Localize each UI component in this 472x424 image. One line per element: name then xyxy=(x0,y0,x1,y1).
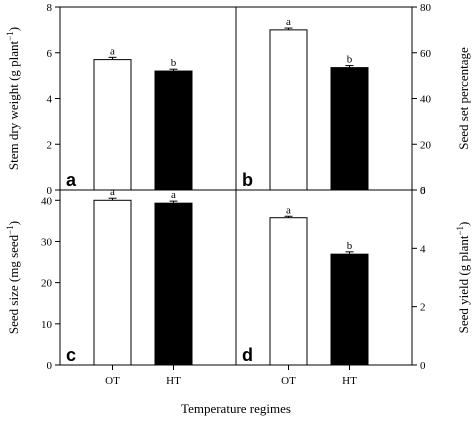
panel-a-ytick-label: 0 xyxy=(47,185,53,197)
panel-c-ytick-label: 20 xyxy=(41,278,53,290)
panel-a: 0 2 4 6 8 Stem dry weight (g plant−1) a b a xyxy=(5,2,237,197)
panel-label: c xyxy=(66,345,76,365)
y-axis-title-main: Seed yield (g plant xyxy=(456,235,471,333)
y-axis-title-tail: ) xyxy=(6,27,21,31)
x-tick-label: OT xyxy=(281,375,296,387)
panel-b-ytick-label: 40 xyxy=(420,94,432,106)
bar-ht xyxy=(330,67,369,191)
panel-b-ytick-label: 20 xyxy=(420,139,432,151)
panel-a-ytick-label: 8 xyxy=(47,2,53,14)
panel-c: 0 10 20 30 40 Seed size (mg seed−1) a a c OT HT xyxy=(5,186,237,387)
panel-c-ytick-label: 30 xyxy=(41,236,53,248)
panel-c-ytick-label: 10 xyxy=(41,319,53,331)
panel-a-ytick-label: 4 xyxy=(47,94,53,106)
significance-letter: a xyxy=(171,189,176,201)
panel-c-y-axis-title: Seed size (mg seed−1) xyxy=(5,221,21,334)
y-axis-title-superscript: −1 xyxy=(5,31,15,41)
panel-c-ytick-label: 0 xyxy=(47,360,53,372)
significance-letter: a xyxy=(110,186,115,198)
bar-ht xyxy=(154,70,193,191)
bar-ot xyxy=(93,59,132,191)
significance-letter: b xyxy=(347,240,353,252)
y-axis-title-main: Seed set percentage xyxy=(456,47,471,150)
significance-letter: a xyxy=(286,204,291,216)
y-axis-title-tail: ) xyxy=(456,222,471,226)
y-axis-title-main: Stem dry weight (g plant xyxy=(6,40,21,170)
panel-a-y-axis-title: Stem dry weight (g plant−1) xyxy=(5,27,21,170)
panel-d-ytick-label: 2 xyxy=(420,302,426,314)
panel-d-border xyxy=(235,189,413,366)
panel-label: b xyxy=(242,170,253,190)
panel-c-ytick-label: 40 xyxy=(41,195,53,207)
panel-d-ytick-label: 4 xyxy=(420,243,426,255)
panel-label: d xyxy=(242,345,253,365)
bar-ot xyxy=(269,29,308,191)
panel-d-y-axis-title: Seed yield (g plant−1) xyxy=(455,222,471,334)
significance-letter: a xyxy=(110,45,115,57)
significance-letter: a xyxy=(286,16,291,28)
panel-b-y-axis-title: Seed set percentage xyxy=(456,47,471,150)
y-axis-title-main: Seed size (mg seed xyxy=(6,234,21,334)
bar-ht xyxy=(330,253,369,366)
y-axis-title-tail: ) xyxy=(6,221,21,225)
panel-b-ytick-label: 60 xyxy=(420,48,432,60)
x-tick-label: HT xyxy=(342,375,357,387)
y-axis-title-superscript: −1 xyxy=(455,226,465,236)
panel-d-ytick-label: 6 xyxy=(420,185,426,197)
x-tick-label: OT xyxy=(105,375,120,387)
panel-b-ytick-label: 0 xyxy=(420,185,426,197)
bar-ht xyxy=(154,202,193,366)
bar-ot xyxy=(269,217,308,366)
panel-a-ytick-label: 2 xyxy=(47,139,53,151)
y-axis-title-superscript: −1 xyxy=(5,225,15,235)
panel-b-ytick-label: 80 xyxy=(420,2,432,14)
panel-label: a xyxy=(66,170,77,190)
x-tick-label: HT xyxy=(166,375,181,387)
panel-b: 0 20 40 60 80 Seed set percentage a b b xyxy=(235,2,471,197)
bar-ot xyxy=(93,199,132,366)
panel-d-ytick-label: 0 xyxy=(420,360,426,372)
significance-letter: b xyxy=(171,57,177,69)
significance-letter: b xyxy=(347,54,353,66)
panel-d: 0 2 4 6 Seed yield (g plant−1) a b d OT HT xyxy=(235,185,471,387)
x-axis-title: Temperature regimes xyxy=(181,401,291,416)
panel-a-ytick-label: 6 xyxy=(47,48,53,60)
